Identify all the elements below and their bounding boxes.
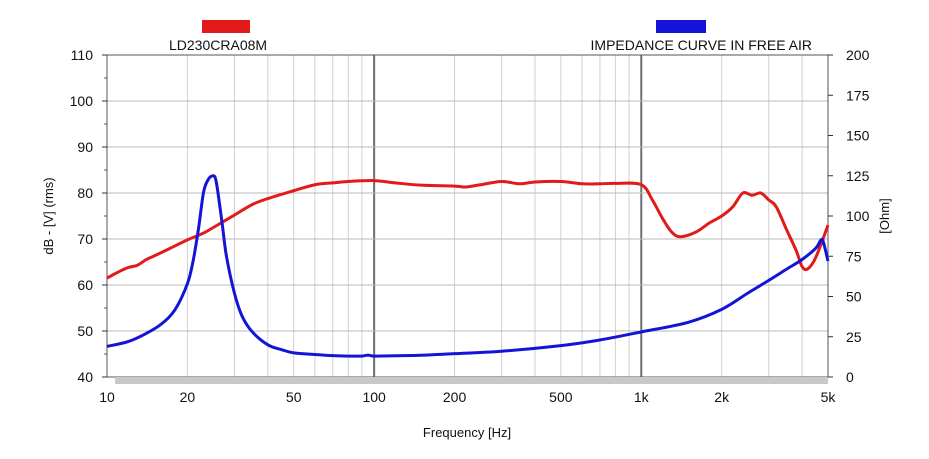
x-tick-label: 10 [99, 389, 115, 405]
right-y-tick-label: 100 [846, 208, 870, 224]
legend-swatch-blue [656, 20, 706, 33]
x-tick-label: 500 [549, 389, 573, 405]
right-y-tick-label: 200 [846, 47, 870, 63]
impedance-curve [106, 174, 830, 358]
right-y-tick-label: 175 [846, 87, 870, 103]
left-y-tick-label: 110 [71, 47, 94, 63]
left-y-tick-label: 100 [70, 93, 94, 109]
right-y-tick-label: 150 [846, 128, 870, 144]
right-y-axis-label: [Ohm] [877, 198, 892, 233]
spl-response-curve [106, 179, 830, 280]
right-y-tick-label: 50 [846, 289, 862, 305]
x-tick-label: 1k [634, 389, 650, 405]
right-y-tick-label: 25 [846, 329, 862, 345]
x-axis: 10 20 50 100 200 500 1k 2k 5k [99, 389, 836, 405]
right-y-tick-label: 125 [846, 168, 870, 184]
x-tick-label: 5k [821, 389, 837, 405]
left-y-tick-label: 50 [77, 323, 93, 339]
right-y-axis: 0 25 50 75 100 125 150 175 200 [828, 47, 870, 385]
left-y-tick-label: 60 [77, 277, 93, 293]
left-y-tick-label: 80 [77, 185, 93, 201]
left-y-tick-label: 40 [77, 369, 93, 385]
legend-label-red: LD230CRA08M [169, 37, 267, 53]
right-y-tick-label: 75 [846, 248, 862, 264]
left-y-tick-label: 70 [77, 231, 93, 247]
x-tick-label: 2k [714, 389, 730, 405]
right-y-tick-label: 0 [846, 369, 854, 385]
legend-swatch-red [202, 20, 250, 33]
series-layer [106, 174, 830, 358]
x-axis-label: Frequency [Hz] [423, 425, 511, 440]
x-tick-label: 50 [286, 389, 302, 405]
x-tick-label: 200 [443, 389, 467, 405]
left-y-axis: 40 50 60 70 80 90 100 110 [70, 47, 107, 385]
x-tick-label: 20 [180, 389, 196, 405]
legend-label-blue: IMPEDANCE CURVE IN FREE AIR [591, 37, 812, 53]
left-y-axis-label: dB - [V] (rms) [41, 177, 56, 254]
x-tick-label: 100 [362, 389, 386, 405]
plot-area [107, 55, 828, 377]
left-y-tick-label: 90 [77, 139, 93, 155]
major-grid [107, 100, 828, 332]
x-axis-scrollbar [115, 377, 828, 384]
minor-grid [186, 55, 803, 377]
